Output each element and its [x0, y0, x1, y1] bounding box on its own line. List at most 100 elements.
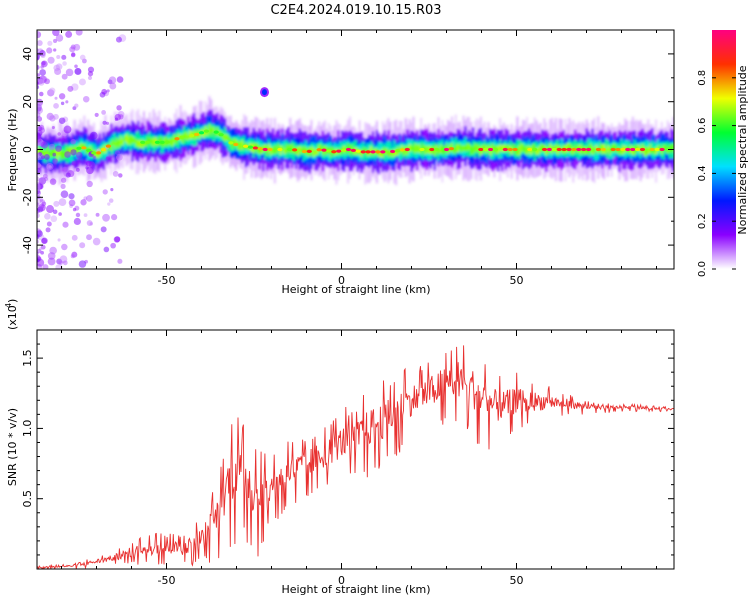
spectrogram-speckle	[47, 257, 56, 266]
spectrogram-speckle	[105, 121, 109, 125]
spectrogram-cell	[202, 130, 205, 139]
colorbar-tick-label: 0.4	[697, 165, 708, 181]
spectrogram-peak	[194, 132, 200, 137]
spectrogram-cell	[46, 146, 49, 156]
spectrogram-speckle	[110, 242, 116, 249]
x-tick-label: -50	[158, 574, 176, 587]
spectrogram-peak	[659, 147, 665, 152]
spectrogram-cell	[44, 150, 47, 157]
spectrogram-peak	[306, 149, 312, 154]
spectrogram-speckle	[70, 138, 77, 145]
spectrogram-cell	[662, 144, 665, 151]
spectrogram-speckle	[48, 165, 52, 169]
spectrogram-speckle	[118, 173, 123, 178]
spectrogram-cell	[389, 150, 392, 157]
spectrogram-speckle	[39, 69, 46, 76]
spectrogram-peak	[390, 149, 396, 154]
spectrogram-cell	[402, 147, 405, 156]
spectrogram-peak	[483, 147, 489, 152]
spectrogram-peak	[86, 148, 92, 152]
spectrogram-speckle	[89, 222, 93, 226]
spectrogram-speckle	[42, 264, 49, 269]
spectrogram-speckle	[68, 193, 75, 200]
spectrogram-cell	[593, 146, 596, 154]
spectrogram-cell	[231, 139, 234, 150]
snr-frame	[36, 329, 675, 570]
spectrogram-speckle	[37, 134, 42, 143]
spectrogram-speckle	[62, 166, 68, 172]
spectrogram-cell	[672, 144, 674, 152]
spectrogram-cell	[42, 150, 45, 158]
spectrogram-cell	[379, 150, 382, 158]
spectrogram-peak	[247, 145, 254, 149]
spectrogram-peak	[360, 150, 366, 154]
spectrogram-peak	[326, 149, 332, 153]
spectrogram-speckle	[82, 95, 90, 103]
spectrogram-peak	[610, 147, 616, 152]
spectrogram-peak	[243, 144, 249, 148]
spectrogram-cell	[314, 149, 317, 156]
spectrogram-cell	[185, 132, 188, 141]
spectrogram-peak	[257, 147, 263, 151]
spectrogram-cell	[227, 135, 230, 142]
spectrogram-peak	[233, 142, 239, 147]
spectrogram-cell	[458, 143, 461, 151]
spectrogram-cell	[140, 139, 144, 149]
spectrogram-speckle	[74, 68, 82, 76]
spectrogram-speckle	[71, 52, 76, 57]
spectrogram-speckle	[85, 160, 92, 167]
spectrogram-speckle	[117, 258, 123, 264]
spectrogram-speckle	[71, 160, 77, 166]
spectrogram-peak	[145, 140, 151, 144]
spectrogram-cell	[585, 146, 588, 155]
spectrogram-speckle	[71, 234, 78, 241]
spectrogram-speckle	[52, 30, 60, 37]
spectrogram-speckle	[94, 112, 99, 117]
spectrogram-cell	[670, 143, 673, 153]
spectrogram-peak	[512, 147, 518, 152]
spectrogram-cell	[377, 149, 380, 158]
spectrogram-cell	[647, 146, 650, 155]
spectrogram-speckle	[62, 260, 68, 266]
spectrogram-speckle	[112, 171, 119, 177]
spectrogram-speckle	[45, 227, 51, 233]
spectrogram-cell	[110, 141, 113, 152]
spectrogram-cell	[395, 149, 398, 156]
spectrogram-speckle	[37, 40, 43, 46]
spectrogram-cell	[237, 141, 240, 151]
snr-panel: -50 0 50 0.5 1.0 1.5 Height of straight line …	[4, 299, 675, 596]
spectrogram-speckle	[69, 46, 76, 53]
spectrogram-peak	[394, 149, 401, 153]
spectrogram-speckle	[75, 151, 83, 159]
spectrogram-speckle	[67, 85, 74, 92]
spectrogram-speckle	[65, 100, 69, 104]
spectrogram-cell	[275, 146, 278, 154]
spectrogram-peak	[91, 151, 97, 155]
spectrogram-cell	[491, 143, 494, 153]
x-tick-label: 50	[510, 274, 524, 287]
figure-title: C2E4.2024.019.10.15.R03	[270, 3, 441, 18]
spectrogram-cell	[518, 145, 521, 156]
spectrogram-speckle	[116, 76, 124, 83]
spectrogram-speckle	[70, 254, 75, 259]
spectrogram-cell	[473, 143, 477, 152]
spectrogram-speckle	[47, 56, 55, 64]
y-tick-label: -20	[21, 188, 34, 206]
spectrogram-cell	[360, 149, 363, 157]
x-tick-label: -50	[158, 274, 176, 287]
spectrogram-peak	[595, 147, 602, 152]
spectrogram-peak	[164, 140, 170, 144]
snr-multiplier-text: (x10	[6, 305, 19, 330]
spectrogram-speckle	[44, 78, 50, 85]
spectrogram-speckle	[102, 120, 107, 125]
spectrogram-peak	[159, 140, 165, 144]
spectrogram-cell	[135, 139, 138, 147]
spectrogram-cell	[472, 146, 475, 155]
spectrogram-cell	[223, 134, 226, 142]
spectrogram-cell	[271, 146, 275, 154]
spectrogram-peak	[321, 148, 327, 152]
spectrogram-peak	[639, 147, 646, 152]
spectrogram-speckle	[61, 73, 68, 80]
spectrogram-speckle	[101, 110, 106, 115]
spectrogram-cell	[239, 141, 242, 151]
